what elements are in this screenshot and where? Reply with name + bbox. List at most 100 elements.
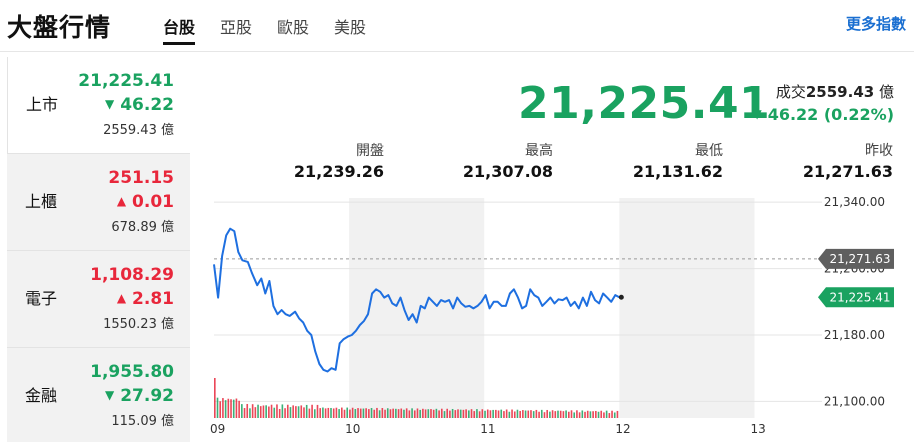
turnover-value: 2559.43 [805, 83, 875, 101]
volume-bar [432, 409, 435, 418]
volume-bar [489, 410, 492, 418]
volume-bar [262, 405, 265, 418]
market-tabs: 台股 亞股 歐股 美股 [163, 0, 391, 52]
volume-bar [313, 409, 316, 418]
tab-us[interactable]: 美股 [334, 18, 367, 37]
volume-bar [219, 401, 222, 418]
hour-band [619, 198, 755, 418]
volume-bar [238, 400, 240, 418]
volume-bar [500, 409, 503, 418]
volume-bar [532, 411, 535, 418]
volume-bar [297, 406, 300, 418]
volume-bar [230, 399, 232, 418]
volume-bar [308, 408, 311, 418]
volume-bar [562, 411, 565, 418]
volume-bar [303, 407, 305, 418]
stat-low: 最低 21,131.62 [633, 140, 723, 181]
volume-bar [305, 404, 308, 418]
volume-bar [438, 410, 440, 418]
volume-bar [322, 407, 324, 418]
stat-label: 昨收 [865, 143, 893, 159]
volume-bar [281, 404, 284, 418]
sidebar-item-label: 電子 [25, 289, 58, 308]
volume-bar [546, 409, 548, 418]
volume-bar [454, 410, 457, 418]
volume-bar [519, 410, 521, 418]
down-triangle-icon: ▼ [104, 97, 115, 111]
volume-bar [524, 410, 527, 418]
volume-bar [613, 412, 616, 418]
x-tick-label: 11 [480, 422, 495, 436]
y-tick-label: 21,260.00 [824, 262, 885, 276]
tab-asia[interactable]: 亞股 [220, 18, 253, 37]
index-price: 21,225.41 [518, 78, 771, 129]
volume-bar [214, 378, 216, 418]
volume-bar [227, 398, 230, 418]
volume-bar [486, 409, 489, 418]
volume-bar [408, 410, 411, 418]
volume-bar [567, 411, 570, 418]
volume-bar [389, 409, 392, 418]
down-triangle-icon: ▼ [752, 107, 762, 121]
volume-bar [330, 407, 332, 418]
volume-bar [543, 412, 546, 418]
volume-bar [319, 408, 322, 418]
volume-bar [332, 408, 335, 418]
volume-bar [538, 411, 540, 418]
y-tick-label: 21,180.00 [824, 328, 885, 342]
sidebar-item-otc[interactable]: 上櫃 251.15 ▲ 0.01 678.89 億 [7, 154, 190, 251]
index-change: ▼ 46.22 (0.22%) [752, 105, 894, 124]
volume-bar [316, 404, 319, 418]
stat-prev-close: 昨收 21,271.63 [803, 140, 893, 181]
volume-bar [295, 406, 297, 418]
volume-bar [492, 409, 494, 418]
x-tick-label: 12 [615, 422, 630, 436]
volume-bar [459, 409, 462, 418]
volume-bar [516, 409, 519, 418]
last-price-tag-bg [818, 287, 894, 308]
volume-bar [289, 407, 292, 418]
stat-value: 21,307.08 [462, 162, 553, 181]
volume-bar [370, 408, 373, 418]
more-indices-link[interactable]: 更多指數 [846, 15, 907, 33]
sidebar-item-value: 1,955.80 [90, 362, 174, 382]
volume-bar [522, 410, 524, 418]
index-change-value: 46.22 (0.22%) [767, 105, 894, 124]
volume-bar [446, 408, 449, 418]
volume-bar [440, 408, 443, 418]
volume-bar [511, 409, 513, 418]
sidebar-item-change-value: 0.01 [132, 192, 174, 212]
volume-bar [270, 404, 273, 418]
volume-bar [284, 408, 286, 418]
volume-bar [378, 410, 381, 418]
down-triangle-icon: ▼ [104, 388, 115, 402]
volume-bar [216, 397, 219, 418]
volume-bar [470, 409, 473, 418]
tab-europe[interactable]: 歐股 [277, 18, 310, 37]
tab-taiwan[interactable]: 台股 [163, 0, 196, 52]
volume-bar [341, 407, 343, 418]
volume-bar [397, 409, 400, 418]
volume-bar [478, 411, 481, 418]
sidebar-item-electronics[interactable]: 電子 1,108.29 ▲ 2.81 1550.23 億 [7, 251, 190, 348]
up-triangle-icon: ▲ [116, 291, 127, 305]
volume-bar [457, 409, 459, 418]
volume-bar [576, 410, 578, 418]
sidebar-item-change: ▲ 2.81 [117, 289, 174, 309]
sidebar-item-listed[interactable]: 上市 21,225.41 ▼ 46.22 2559.43 億 [7, 57, 190, 154]
volume-bar [495, 409, 497, 418]
volume-bar [373, 409, 376, 418]
volume-bar [468, 410, 470, 418]
price-line [213, 227, 620, 373]
volume-bar [386, 408, 389, 418]
prev-close-tag: 21,271.63 [829, 252, 890, 266]
volume-bar [276, 404, 278, 418]
volume-bar [484, 410, 486, 418]
sidebar-item-finance[interactable]: 金融 1,955.80 ▼ 27.92 115.09 億 [7, 348, 190, 442]
sidebar-item-volume: 1550.23 億 [103, 317, 174, 332]
volume-bar [411, 408, 413, 418]
volume-bar [476, 409, 478, 418]
turnover-unit: 億 [878, 83, 894, 101]
sidebar-item-label: 上櫃 [25, 192, 58, 211]
sidebar-item-change: ▼ 46.22 [105, 95, 174, 115]
